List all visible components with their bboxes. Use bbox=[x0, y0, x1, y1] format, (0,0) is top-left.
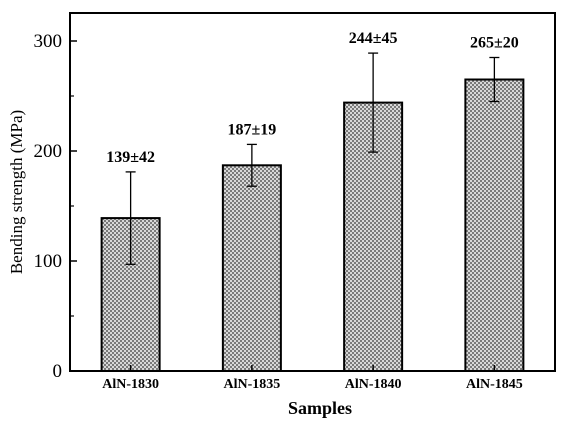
y-tick-label: 100 bbox=[34, 251, 63, 272]
data-label: 265±20 bbox=[470, 35, 519, 52]
x-tick-label: AlN-1835 bbox=[223, 377, 280, 392]
plot-frame bbox=[69, 12, 556, 372]
y-tick-label: 300 bbox=[34, 31, 63, 52]
x-tick-label: AlN-1840 bbox=[345, 377, 402, 392]
y-axis-title: Bending strength (MPa) bbox=[7, 110, 26, 274]
bar-aln-1845 bbox=[464, 78, 525, 372]
data-label: 139±42 bbox=[106, 149, 155, 166]
data-label: 187±19 bbox=[227, 121, 276, 138]
x-axis: AlN-1830 AlN-1835 AlN-1840 AlN-1845 bbox=[102, 365, 523, 392]
x-axis-title: Samples bbox=[288, 398, 352, 418]
data-label: 244±45 bbox=[349, 30, 398, 47]
error-bar bbox=[489, 56, 500, 103]
error-bar bbox=[246, 143, 257, 187]
y-tick-label: 200 bbox=[34, 141, 63, 162]
error-bar bbox=[368, 52, 379, 153]
x-tick-label: AlN-1830 bbox=[102, 377, 159, 392]
error-bars-layer bbox=[125, 52, 500, 265]
y-axis: 0 100 200 300 bbox=[34, 31, 77, 382]
error-bar bbox=[125, 171, 136, 265]
x-tick-label: AlN-1845 bbox=[466, 377, 523, 392]
y-tick-label: 0 bbox=[53, 361, 63, 382]
bar-aln-1835 bbox=[221, 164, 282, 372]
bars-layer bbox=[100, 78, 525, 372]
data-labels-layer: 139±42 187±19 244±45 265±20 bbox=[106, 30, 519, 166]
